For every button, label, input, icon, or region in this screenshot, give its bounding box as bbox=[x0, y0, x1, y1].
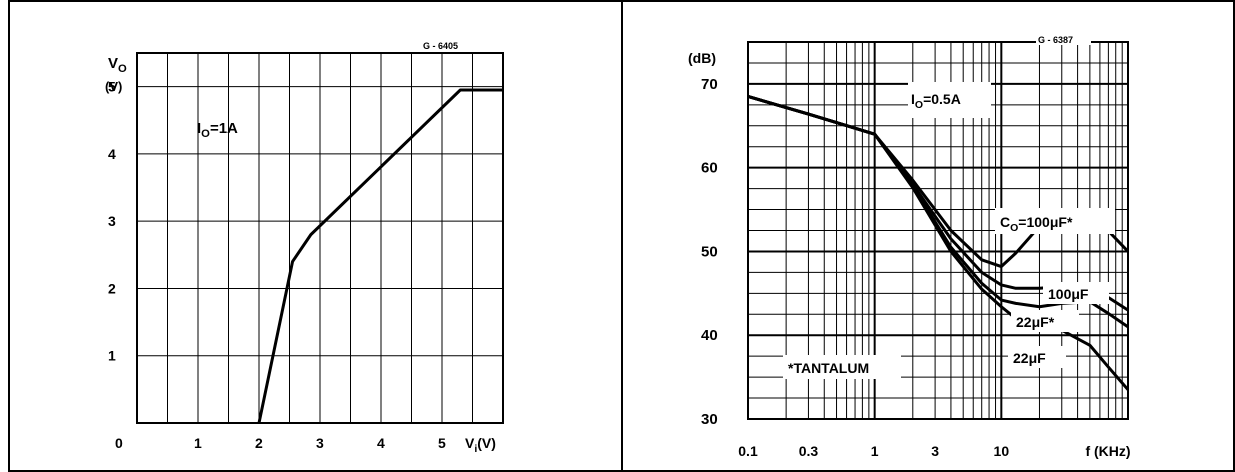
series-label: 100μF bbox=[1048, 286, 1089, 302]
y-tick-label: 40 bbox=[701, 327, 718, 344]
y-axis-unit: (V) bbox=[105, 79, 122, 94]
x-tick-label: 5 bbox=[438, 435, 446, 451]
x-tick-label: 0 bbox=[115, 435, 123, 451]
x-tick-label: 3 bbox=[931, 443, 939, 459]
annotation-bg bbox=[908, 82, 991, 118]
series-label-bg bbox=[1011, 310, 1079, 332]
left-panel: 0 1 2 3 4 5 1 2 3 4 5 VO (V) Vi(V) G - 6405 IO=1A bbox=[10, 0, 621, 472]
note-bg bbox=[783, 355, 901, 379]
x-axis-label: f (KHz) bbox=[1085, 443, 1130, 459]
panel-divider bbox=[621, 0, 623, 472]
y-tick-label: 2 bbox=[108, 280, 116, 296]
note-tantalum: *TANTALUM bbox=[788, 360, 869, 376]
y-tick-label: 3 bbox=[108, 213, 116, 229]
chart-code-bg bbox=[1036, 33, 1091, 45]
x-tick-label: 0.1 bbox=[738, 443, 758, 459]
series-line bbox=[747, 95, 1130, 269]
x-tick-label: 3 bbox=[316, 435, 324, 451]
y-tick-label: 60 bbox=[701, 160, 718, 177]
annotation-current: IO=1A bbox=[197, 120, 238, 140]
chart-code: G - 6405 bbox=[423, 41, 458, 51]
x-tick-label: 1 bbox=[871, 443, 879, 459]
right-panel: 0.1 0.3 1 3 10 30 40 50 60 70 (dB) f (KHz) G - 6387 I… bbox=[623, 0, 1233, 472]
y-tick-label: 50 bbox=[701, 243, 718, 260]
series-label-bg bbox=[1043, 282, 1109, 304]
series-label: CO=100μF* bbox=[1000, 214, 1073, 234]
y-tick-label: 4 bbox=[108, 146, 116, 162]
series-line bbox=[747, 95, 1129, 312]
x-tick-label: 4 bbox=[377, 435, 385, 451]
series-label-bg bbox=[1008, 346, 1066, 368]
series-label: 22μF bbox=[1013, 350, 1046, 366]
series-label-bg bbox=[995, 208, 1115, 234]
left-chart: 0 1 2 3 4 5 1 2 3 4 5 VO (V) Vi(V) G - 6405 IO=1A bbox=[105, 41, 504, 455]
series-line bbox=[747, 95, 1130, 391]
x-axis-label: Vi(V) bbox=[465, 435, 496, 455]
annotation-current: IO=0.5A bbox=[911, 91, 961, 111]
y-tick-label: 5 bbox=[108, 79, 116, 95]
x-tick-label: 2 bbox=[255, 435, 263, 451]
chart-code: G - 6387 bbox=[1038, 35, 1073, 45]
series-label: 22μF* bbox=[1016, 314, 1055, 330]
y-axis-label: VO bbox=[108, 55, 127, 75]
x-tick-label: 0.3 bbox=[799, 443, 819, 459]
y-tick-label: 30 bbox=[701, 411, 718, 428]
right-chart: 0.1 0.3 1 3 10 30 40 50 60 70 (dB) f (KHz) G - 6387 I… bbox=[688, 33, 1131, 459]
y-axis-unit: (dB) bbox=[688, 50, 716, 66]
plot-frame bbox=[136, 52, 504, 424]
plot-frame bbox=[747, 41, 1129, 420]
x-tick-label: 10 bbox=[994, 443, 1010, 459]
x-tick-label: 1 bbox=[194, 435, 202, 451]
y-tick-label: 1 bbox=[108, 348, 116, 364]
y-tick-label: 70 bbox=[701, 76, 718, 93]
series-line bbox=[257, 88, 503, 424]
top-title-fragment: pacity bbox=[900, 0, 943, 3]
